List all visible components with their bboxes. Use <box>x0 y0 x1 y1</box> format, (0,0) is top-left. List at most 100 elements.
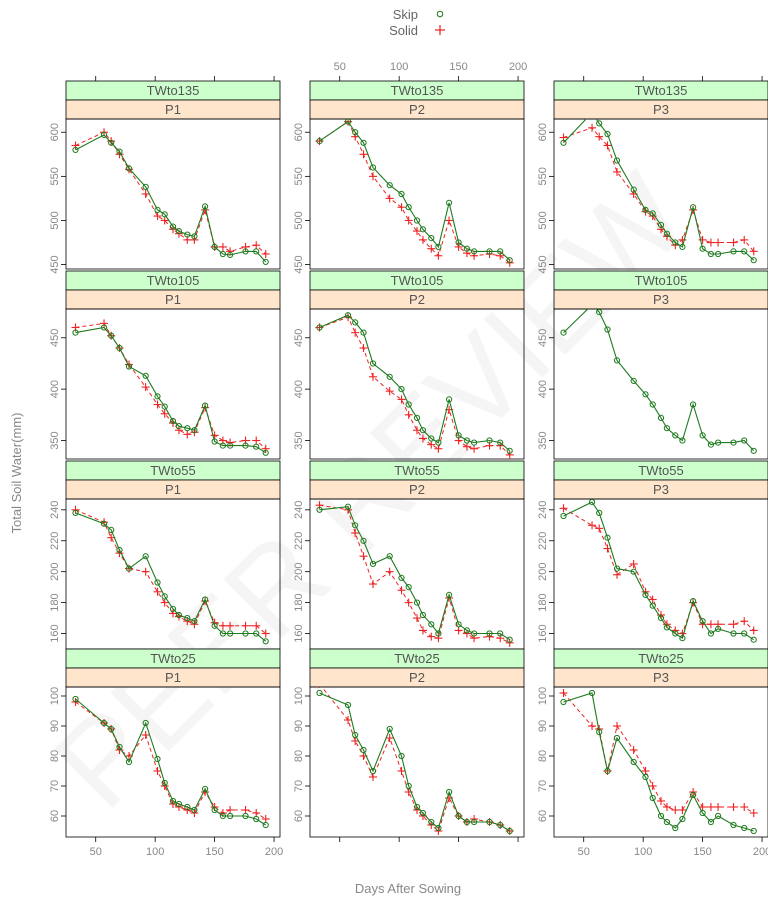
point-solid <box>418 235 427 244</box>
y-tick-label: 500 <box>293 211 305 229</box>
point-skip <box>649 794 656 802</box>
point-skip <box>707 818 715 826</box>
point-solid <box>226 247 235 256</box>
point-solid <box>385 567 394 576</box>
point-skip <box>690 791 697 799</box>
series-line-skip <box>563 119 755 261</box>
point-solid <box>434 444 443 453</box>
panel-data <box>71 128 270 265</box>
point-skip <box>486 248 493 255</box>
panel-frame <box>553 686 768 838</box>
point-solid <box>226 806 235 814</box>
x-tick-label: 200 <box>753 846 768 858</box>
point-skip <box>211 622 218 629</box>
point-solid <box>559 689 568 697</box>
point-skip <box>630 568 637 575</box>
point-skip <box>613 565 621 572</box>
point-skip <box>100 719 108 727</box>
point-solid <box>351 328 360 337</box>
point-solid <box>369 172 378 181</box>
point-solid <box>241 621 250 630</box>
point-solid <box>470 634 479 643</box>
point-solid <box>427 632 436 641</box>
point-skip <box>191 427 198 434</box>
point-solid <box>160 598 169 607</box>
point-skip <box>630 377 637 384</box>
point-solid <box>427 440 436 449</box>
point-skip <box>72 695 79 703</box>
y-tick-label: 550 <box>49 167 61 185</box>
point-skip <box>386 553 393 560</box>
panel-twto25-p1: TWto25 P1 <box>65 648 281 838</box>
point-solid <box>454 242 463 251</box>
point-skip <box>72 146 79 153</box>
point-skip <box>750 636 757 643</box>
point-solid <box>671 806 680 814</box>
point-skip <box>169 797 177 805</box>
point-solid <box>397 395 406 404</box>
point-solid <box>434 634 443 643</box>
point-solid <box>261 250 270 258</box>
x-axis-title: Days After Sowing <box>355 881 461 896</box>
point-solid <box>434 251 443 260</box>
point-skip <box>413 803 421 811</box>
series-line-solid <box>563 692 754 814</box>
point-skip <box>506 257 513 264</box>
point-skip <box>360 139 367 146</box>
x-tick-label: 200 <box>509 61 527 73</box>
point-skip <box>108 526 115 534</box>
point-skip <box>72 329 79 336</box>
point-solid <box>505 638 514 647</box>
point-skip <box>596 728 603 736</box>
point-solid <box>505 450 514 459</box>
point-solid <box>470 444 479 453</box>
point-skip <box>455 239 462 246</box>
point-skip <box>108 725 115 733</box>
point-solid <box>454 626 463 635</box>
point-skip <box>316 324 323 331</box>
point-solid <box>445 216 454 225</box>
strip-outer-label: TWto25 <box>150 651 196 666</box>
point-skip <box>405 204 412 211</box>
point-skip <box>690 401 697 408</box>
point-skip <box>642 773 649 781</box>
point-skip <box>72 509 79 517</box>
point-solid <box>427 244 436 253</box>
point-solid <box>470 251 479 260</box>
y-tick-label: 200 <box>49 563 61 581</box>
strip-outer-label: TWto135 <box>391 83 444 98</box>
point-skip <box>455 812 462 820</box>
legend-symbol-skip <box>436 10 444 18</box>
point-skip <box>142 553 149 560</box>
panel-twto135-p1: TWto135 P1 <box>65 80 281 270</box>
point-solid <box>261 444 270 453</box>
point-skip <box>219 630 226 637</box>
point-solid <box>359 344 368 353</box>
point-solid <box>740 617 749 626</box>
point-skip <box>750 827 757 835</box>
legend-label-solid: Solid <box>389 23 418 38</box>
y-tick-label: 350 <box>293 431 305 449</box>
point-skip <box>613 357 621 364</box>
point-solid <box>749 626 758 635</box>
point-solid <box>125 360 134 369</box>
point-skip <box>699 432 706 439</box>
point-skip <box>398 574 405 582</box>
point-skip <box>211 438 218 445</box>
point-skip <box>486 818 493 826</box>
y-tick-label: 500 <box>49 211 61 229</box>
point-skip <box>369 767 377 775</box>
point-solid <box>588 521 597 530</box>
point-solid <box>603 141 612 150</box>
point-skip <box>741 248 748 255</box>
point-solid <box>369 580 378 589</box>
point-skip <box>630 758 637 766</box>
point-skip <box>142 719 149 727</box>
panel-twto135-p3: TWto135 P3 <box>553 80 768 270</box>
point-skip <box>116 546 123 554</box>
strip-inner-label: P3 <box>653 102 669 117</box>
point-solid <box>226 621 235 630</box>
point-skip <box>506 827 513 835</box>
y-tick-label: 450 <box>49 329 61 347</box>
panel-grid: TWto135P1TWto135P2TWto135P3TWto105P1TWto… <box>65 80 768 838</box>
